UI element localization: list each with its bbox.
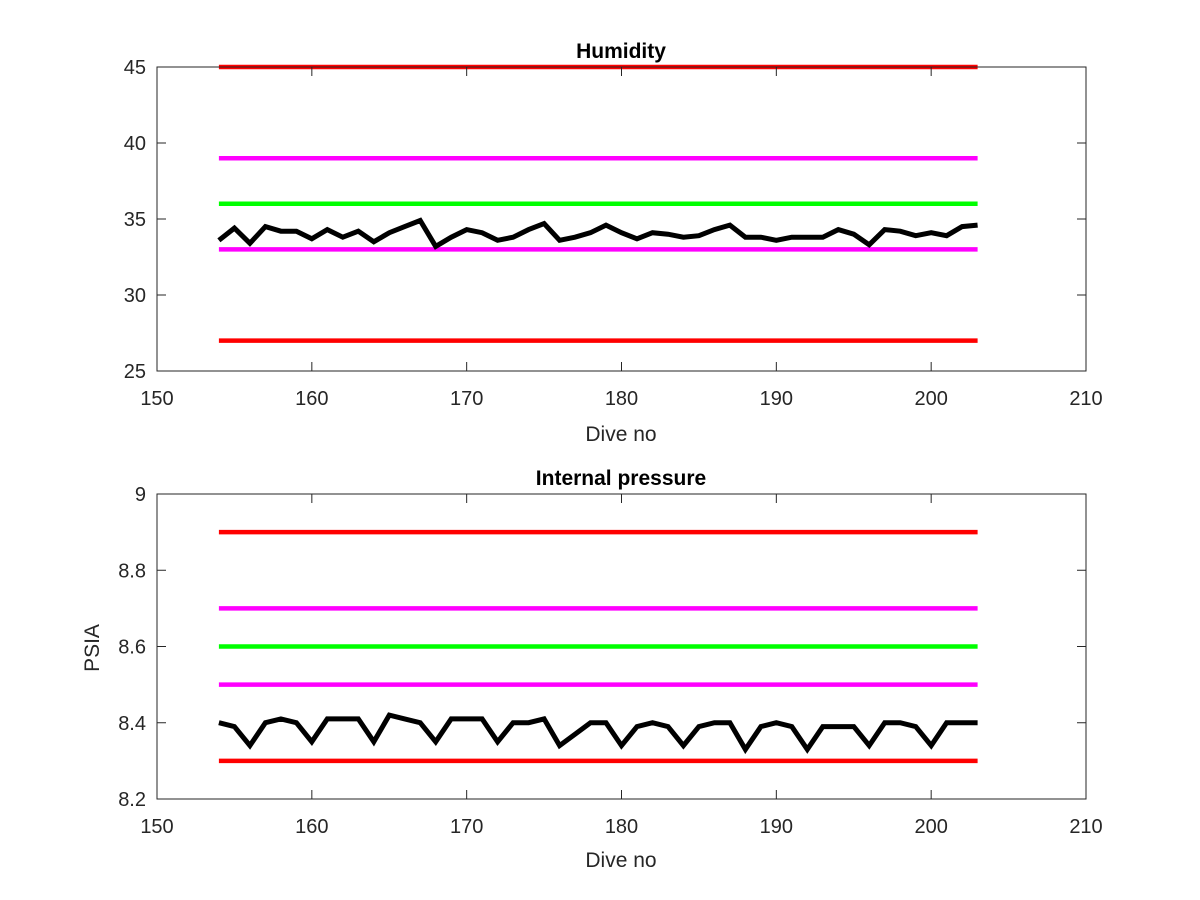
internal-pressure-x-tick-label: 170 <box>450 816 483 838</box>
humidity-y-tick-label: 45 <box>124 57 146 79</box>
internal-pressure-y-tick-label: 8.4 <box>118 713 146 735</box>
humidity-y-tick-label: 35 <box>124 209 146 231</box>
internal-pressure-y-tick-label: 9 <box>135 484 146 506</box>
internal-pressure-y-tick-label: 8.6 <box>118 637 146 659</box>
humidity-y-tick-label: 30 <box>124 285 146 307</box>
humidity-axes-box <box>156 66 1087 372</box>
internal-pressure-plot: Internal pressure Dive no PSIA 150 160 170… <box>81 467 1103 872</box>
humidity-x-tick-label: 150 <box>140 388 173 410</box>
humidity-x-tick-label: 200 <box>914 388 947 410</box>
humidity-plot: Humidity Dive no 150 160 170 180 190 200 210 25… <box>124 40 1103 446</box>
internal-pressure-x-tick-label: 200 <box>914 816 947 838</box>
internal-pressure-x-tick-label: 160 <box>295 816 328 838</box>
internal-pressure-x-axis-label: Dive no <box>585 849 656 872</box>
internal-pressure-data-line <box>218 712 978 755</box>
internal-pressure-title: Internal pressure <box>536 467 706 490</box>
internal-pressure-y-axis-label: PSIA <box>81 624 104 672</box>
humidity-x-tick-label: 210 <box>1069 388 1102 410</box>
humidity-x-tick-label: 190 <box>760 388 793 410</box>
humidity-y-tick-label: 25 <box>124 361 146 383</box>
internal-pressure-y-tick-label: 8.2 <box>118 789 146 811</box>
internal-pressure-x-tick-label: 190 <box>760 816 793 838</box>
humidity-x-tick-label: 180 <box>605 388 638 410</box>
internal-pressure-x-tick-label: 180 <box>605 816 638 838</box>
humidity-title: Humidity <box>576 40 666 63</box>
humidity-y-tick-label: 40 <box>124 133 146 155</box>
humidity-x-axis-label: Dive no <box>585 423 656 446</box>
humidity-x-tick-label: 160 <box>295 388 328 410</box>
internal-pressure-x-tick-label: 210 <box>1069 816 1102 838</box>
humidity-x-tick-label: 170 <box>450 388 483 410</box>
internal-pressure-y-tick-label: 8.8 <box>118 560 146 582</box>
internal-pressure-x-tick-label: 150 <box>140 816 173 838</box>
humidity-data-line <box>217 217 978 250</box>
